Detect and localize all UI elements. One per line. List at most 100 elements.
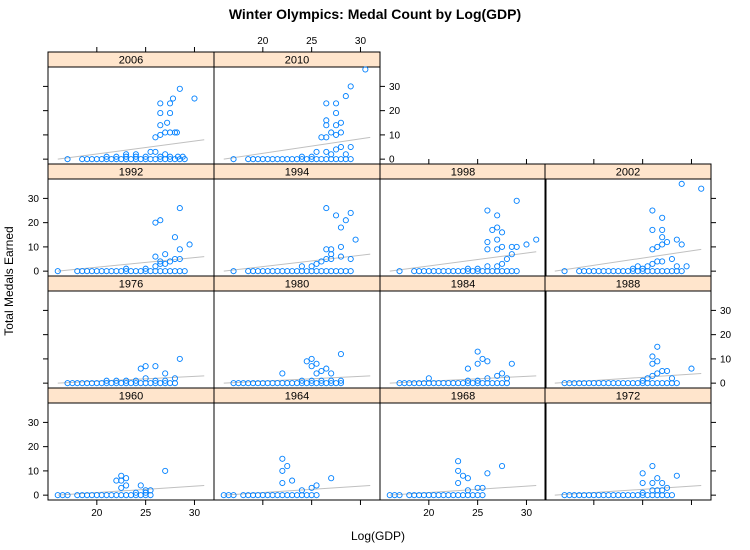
data-point-1980-2 [240, 380, 247, 387]
data-point-2006-7 [108, 156, 115, 163]
data-point-1998-10 [455, 268, 462, 275]
data-point-1992-7 [103, 268, 110, 275]
data-point-1984-20 [494, 380, 501, 387]
data-point-1992-12 [127, 268, 135, 275]
data-point-1968-9 [435, 492, 442, 499]
data-point-1992-26 [152, 263, 159, 270]
data-point-1988-19 [654, 380, 661, 387]
data-point-1960-14 [127, 492, 135, 499]
data-point-1980-11 [284, 380, 291, 387]
data-point-1968-12 [450, 492, 457, 499]
data-point-1988-33 [654, 358, 661, 365]
data-point-1992-24 [123, 265, 130, 272]
data-point-1968-2 [396, 492, 403, 499]
y-tick-label-left-1-3: 30 [28, 194, 40, 205]
data-point-2002-38 [678, 241, 685, 248]
x-tick-label-top-1-0: 20 [257, 36, 269, 47]
y-tick-label-left-3-2: 20 [28, 442, 40, 453]
data-point-1972-9 [605, 492, 612, 499]
data-point-2006-46 [167, 110, 174, 117]
data-point-1972-2 [571, 492, 578, 499]
data-point-1994-15 [313, 268, 320, 275]
data-point-1984-35 [474, 348, 481, 355]
data-point-2006-34 [167, 153, 174, 160]
data-point-1980-31 [323, 365, 330, 372]
data-point-1994-25 [313, 260, 320, 267]
data-point-1998-19 [499, 268, 506, 275]
data-point-1972-26 [659, 487, 666, 494]
data-point-1980-10 [279, 380, 286, 387]
data-point-1992-25 [142, 265, 149, 272]
y-tick-label-right-2-3: 30 [720, 306, 732, 317]
data-point-2010-35 [333, 131, 340, 138]
data-point-2006-44 [164, 119, 171, 126]
y-tick-label-left-1-1: 10 [28, 242, 40, 253]
data-point-1998-1 [411, 268, 418, 275]
panel-1972: 1972 [544, 387, 712, 501]
data-point-1984-1 [401, 380, 408, 387]
data-point-1992-19 [162, 268, 169, 275]
data-point-1988-0 [561, 380, 568, 387]
data-point-1998-34 [513, 243, 520, 250]
data-point-1998-15 [479, 268, 486, 275]
data-point-1960-26 [113, 477, 120, 484]
data-point-1968-8 [430, 492, 437, 499]
data-point-1988-32 [649, 360, 656, 367]
strip-label-1988: 1988 [616, 279, 640, 291]
trend-line-1980 [223, 375, 371, 384]
data-point-1968-11 [445, 492, 452, 499]
data-point-1976-1 [69, 380, 76, 387]
data-point-2010-9 [284, 156, 291, 163]
data-point-1994-6 [269, 268, 276, 275]
data-point-1964-12 [284, 492, 291, 499]
data-point-2010-27 [328, 151, 335, 158]
data-point-1994-36 [337, 224, 344, 231]
data-point-2010-46 [362, 66, 369, 73]
data-point-2006-11 [127, 156, 135, 163]
data-point-1972-13 [624, 492, 632, 499]
data-point-1964-10 [274, 492, 281, 499]
data-point-1972-10 [610, 492, 617, 499]
x-tick-label-top-1-2: 30 [355, 36, 367, 47]
data-point-1988-28 [659, 367, 666, 375]
data-point-2010-4 [259, 156, 266, 163]
data-point-1994-16 [318, 268, 325, 275]
data-point-2006-51 [191, 95, 198, 102]
data-point-1998-27 [499, 260, 506, 267]
data-point-1988-21 [664, 380, 671, 387]
data-point-2010-6 [269, 156, 276, 163]
data-point-1984-13 [459, 380, 467, 387]
data-point-1960-12 [118, 492, 125, 499]
data-point-1976-19 [157, 380, 164, 387]
data-point-1994-20 [337, 268, 344, 275]
data-point-1960-19 [132, 489, 139, 496]
data-point-2010-10 [289, 156, 296, 163]
data-point-2010-2 [250, 156, 257, 163]
data-point-1992-39 [157, 217, 164, 224]
data-point-2006-5 [98, 156, 105, 163]
data-point-2010-7 [274, 156, 281, 163]
data-point-2006-24 [113, 153, 120, 160]
data-point-2002-32 [683, 263, 690, 270]
data-point-2010-13 [303, 156, 310, 163]
data-point-2002-35 [659, 241, 666, 248]
data-point-2002-41 [659, 226, 666, 233]
data-point-1980-15 [303, 380, 310, 387]
data-point-2002-30 [668, 255, 675, 263]
data-point-1964-3 [240, 492, 247, 499]
data-point-1976-3 [79, 380, 86, 387]
data-point-1980-9 [274, 380, 281, 387]
data-point-2010-25 [313, 148, 320, 155]
data-point-1980-25 [308, 377, 315, 384]
data-point-2010-11 [293, 156, 301, 163]
data-point-2010-29 [337, 143, 344, 151]
data-point-2006-26 [132, 153, 139, 160]
data-point-1988-24 [639, 377, 646, 384]
data-point-2002-16 [649, 268, 656, 275]
strip-label-2010: 2010 [285, 55, 309, 67]
data-point-1988-2 [571, 380, 578, 387]
data-point-2010-20 [337, 156, 344, 163]
panel-1980: 1980 [213, 275, 381, 389]
data-point-1998-22 [513, 268, 520, 275]
